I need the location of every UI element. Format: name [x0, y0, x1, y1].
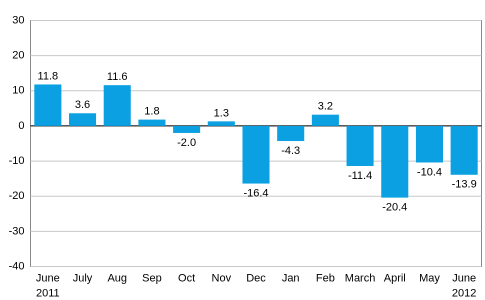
value-label: 11.6 — [107, 71, 128, 83]
bar — [242, 125, 270, 184]
x-tick-label: Jan — [282, 272, 300, 284]
y-tick-label: 10 — [12, 85, 24, 97]
value-label: 1.3 — [214, 107, 229, 119]
bar — [34, 84, 62, 126]
y-tick-label: -10 — [9, 155, 25, 167]
value-label: -2.0 — [177, 137, 196, 149]
y-tick-label: -30 — [9, 225, 25, 237]
x-tick-label: April — [384, 272, 406, 284]
x-tick-label: March — [345, 272, 376, 284]
y-tick-label: 0 — [18, 120, 24, 132]
x-tick-label: Sep — [142, 272, 162, 284]
bar — [277, 125, 305, 142]
value-label: -20.4 — [382, 202, 407, 214]
value-label: 11.8 — [38, 70, 59, 82]
year-label: 2011 — [36, 287, 60, 299]
bar — [415, 125, 443, 163]
x-tick-label: Dec — [246, 272, 266, 284]
bar — [69, 113, 97, 126]
x-tick-label: Nov — [212, 272, 232, 284]
bar — [103, 85, 131, 126]
x-tick-label: May — [419, 272, 440, 284]
bar — [173, 125, 201, 133]
value-label: -10.4 — [417, 166, 442, 178]
y-tick-label: 30 — [12, 14, 24, 26]
x-tick-label: Aug — [107, 272, 127, 284]
bar — [450, 125, 478, 175]
x-tick-label: Feb — [316, 272, 335, 284]
year-label: 2012 — [452, 287, 476, 299]
x-tick-label: June — [36, 272, 60, 284]
x-tick-label: June — [452, 272, 476, 284]
bar — [207, 121, 235, 126]
y-tick-label: -40 — [9, 260, 25, 272]
y-tick-label: -20 — [9, 190, 25, 202]
value-label: -13.9 — [452, 179, 477, 191]
value-label: 1.8 — [144, 106, 159, 118]
value-label: 3.2 — [318, 101, 333, 113]
y-tick-label: 20 — [12, 50, 24, 62]
value-label: -4.3 — [281, 145, 300, 157]
x-tick-label: Oct — [178, 272, 195, 284]
bar — [311, 114, 339, 126]
value-label: -11.4 — [348, 170, 372, 182]
bar — [381, 125, 409, 198]
value-label: 3.6 — [75, 99, 90, 111]
bar — [138, 119, 166, 126]
x-tick-label: July — [73, 272, 93, 284]
bar — [346, 125, 374, 166]
value-label: -16.4 — [243, 187, 268, 199]
